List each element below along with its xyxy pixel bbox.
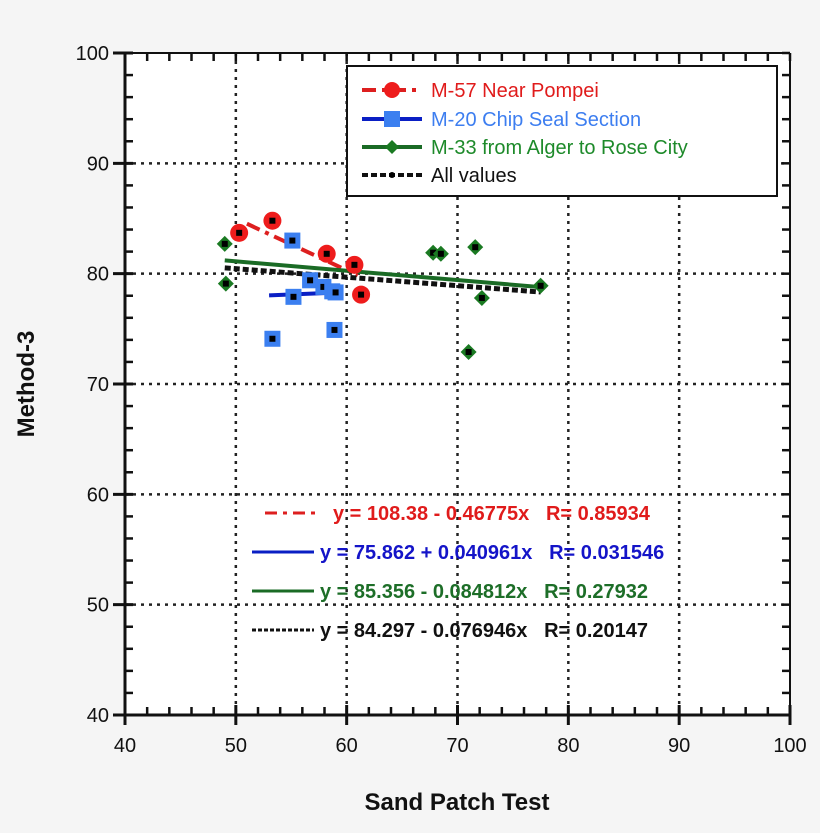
center-dot <box>323 250 330 257</box>
center-dot <box>465 349 472 356</box>
center-dot <box>221 240 228 247</box>
legend: M-57 Near Pompei M-20 Chip Seal Section M-… <box>346 65 778 197</box>
center-dot <box>222 280 229 287</box>
center-dot <box>351 261 358 268</box>
y-tick-label: 90 <box>87 153 109 175</box>
fit-line <box>224 258 541 290</box>
equation-text: y = 84.297 - 0.076946x R= 0.20147 <box>320 620 648 642</box>
x-tick-label: 70 <box>446 735 468 757</box>
center-dot <box>358 291 365 298</box>
legend-label: M-57 Near Pompei <box>431 80 599 102</box>
center-dot <box>269 217 276 224</box>
x-tick-label: 100 <box>773 735 806 757</box>
y-tick-label: 50 <box>87 595 109 617</box>
regression-equations: y = 108.38 - 0.46775x R= 0.85934 y = 75.8… <box>252 503 664 642</box>
center-dot <box>478 294 485 301</box>
equation-text: y = 85.356 - 0.084812x R= 0.27932 <box>320 581 648 603</box>
x-tick-label: 60 <box>336 735 358 757</box>
center-dot <box>437 250 444 257</box>
equation-text: y = 108.38 - 0.46775x R= 0.85934 <box>333 503 651 525</box>
y-tick-label: 70 <box>87 374 109 396</box>
y-axis-title: Method-3 <box>13 331 40 438</box>
legend-label: All values <box>431 165 517 187</box>
y-tick-label: 40 <box>87 705 109 727</box>
y-tick-label: 60 <box>87 484 109 506</box>
center-dot <box>472 244 479 251</box>
equation-text: y = 75.862 + 0.040961x R= 0.031546 <box>320 542 664 564</box>
legend-circle-icon <box>384 82 400 98</box>
x-tick-label: 90 <box>668 735 690 757</box>
fit-line <box>224 265 541 295</box>
legend-label: M-33 from Alger to Rose City <box>431 137 688 159</box>
center-dot <box>269 335 276 342</box>
fit-line <box>246 221 359 278</box>
legend-label: M-20 Chip Seal Section <box>431 109 641 131</box>
center-dot <box>332 289 339 296</box>
data-points <box>216 211 549 361</box>
x-tick-label: 80 <box>557 735 579 757</box>
x-axis-title: Sand Patch Test <box>365 789 550 816</box>
y-tick-label: 100 <box>76 43 109 65</box>
center-dot <box>320 283 327 290</box>
legend-square-icon <box>384 111 400 127</box>
x-tick-label: 40 <box>114 735 136 757</box>
center-dot <box>430 249 437 256</box>
axes: 40 50 60 70 80 90 100 40 50 60 70 80 90 100 <box>76 43 807 757</box>
center-dot <box>307 277 314 284</box>
center-dot <box>290 293 297 300</box>
center-dot <box>331 326 338 333</box>
y-tick-label: 80 <box>87 264 109 286</box>
x-tick-label: 50 <box>225 735 247 757</box>
legend-dot-icon <box>389 172 395 178</box>
legend-diamond-icon <box>385 140 399 154</box>
center-dot <box>537 282 544 289</box>
center-dot <box>236 229 243 236</box>
center-dot <box>289 237 296 244</box>
